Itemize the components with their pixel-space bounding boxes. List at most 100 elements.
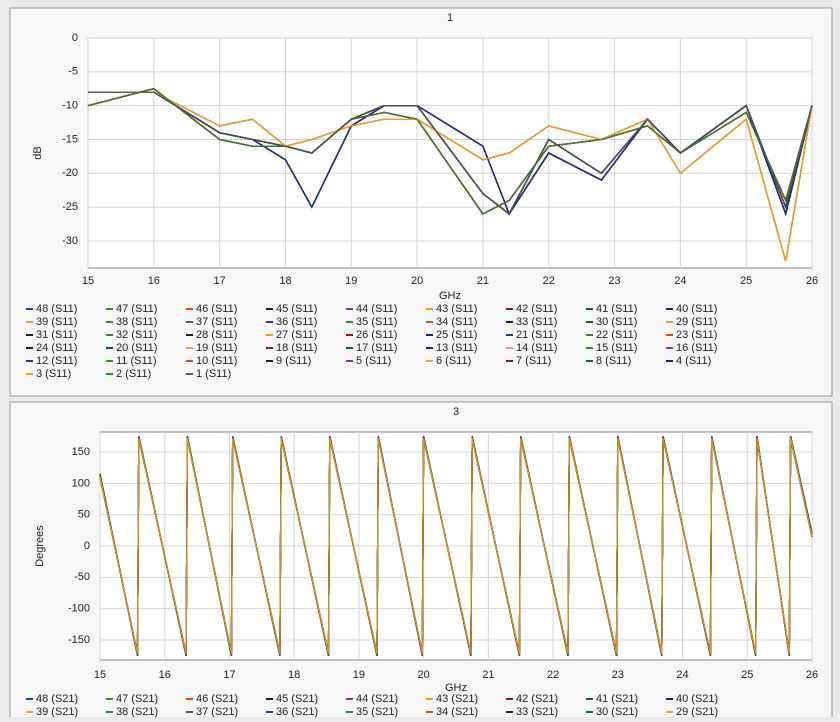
legend-label: 8 (S11) (596, 355, 631, 367)
y-tick-label: -10 (62, 100, 78, 112)
legend-label: 24 (S11) (36, 342, 77, 354)
legend-label: 38 (S11) (116, 316, 157, 328)
legend-label: 36 (S21) (276, 706, 318, 717)
legend-label: 29 (S11) (676, 316, 717, 328)
y-tick-label: -30 (62, 235, 78, 247)
legend-label: 39 (S11) (36, 316, 77, 328)
legend-label: 7 (S11) (516, 355, 551, 367)
legend-label: 15 (S11) (596, 342, 637, 354)
y-axis-label: dB (32, 146, 44, 159)
legend-label: 42 (S11) (516, 303, 557, 315)
legend-label: 2 (S11) (116, 368, 151, 380)
y-tick-label: 150 (72, 446, 90, 458)
legend-label: 31 (S11) (36, 329, 77, 341)
y-tick-label: 100 (72, 477, 90, 489)
legend-label: 16 (S11) (676, 342, 717, 354)
legend-label: 21 (S11) (516, 329, 557, 341)
legend-label: 26 (S11) (356, 329, 397, 341)
legend-label: 48 (S11) (36, 303, 77, 315)
x-tick-label: 19 (353, 669, 365, 681)
plot-area (88, 38, 812, 268)
x-tick-label: 24 (674, 275, 686, 287)
x-tick-label: 15 (94, 669, 106, 681)
x-tick-label: 22 (547, 669, 559, 681)
x-tick-label: 17 (214, 275, 226, 287)
y-tick-label: -15 (62, 133, 78, 145)
legend-label: 38 (S21) (116, 706, 158, 717)
legend-label: 42 (S21) (516, 693, 558, 705)
chart-title: 3 (453, 406, 459, 418)
legend-label: 5 (S11) (356, 355, 391, 367)
legend-label: 41 (S21) (596, 693, 638, 705)
legend-label: 45 (S11) (276, 303, 317, 315)
x-tick-label: 16 (159, 669, 171, 681)
y-tick-label: -25 (62, 201, 78, 213)
legend-label: 46 (S11) (196, 303, 237, 315)
y-tick-label: 0 (72, 32, 78, 44)
x-tick-label: 25 (740, 275, 752, 287)
x-tick-label: 21 (482, 669, 494, 681)
legend-label: 44 (S11) (356, 303, 397, 315)
legend-label: 23 (S11) (676, 329, 717, 341)
x-tick-label: 25 (741, 669, 753, 681)
legend-label: 44 (S21) (356, 693, 398, 705)
legend-label: 34 (S11) (436, 316, 477, 328)
x-tick-label: 17 (223, 669, 235, 681)
x-tick-label: 18 (288, 669, 300, 681)
legend-label: 35 (S11) (356, 316, 397, 328)
legend-label: 36 (S11) (276, 316, 317, 328)
y-tick-label: 0 (84, 540, 90, 552)
legend-label: 40 (S21) (676, 693, 718, 705)
y-axis-label: Degrees (34, 525, 46, 567)
legend-label: 40 (S11) (676, 303, 717, 315)
legend-label: 34 (S21) (436, 706, 478, 717)
y-tick-label: 50 (78, 509, 90, 521)
x-tick-label: 26 (806, 669, 818, 681)
legend-label: 29 (S21) (676, 706, 718, 717)
legend-label: 9 (S11) (276, 355, 311, 367)
legend-label: 1 (S11) (196, 368, 231, 380)
legend-label: 6 (S11) (436, 355, 471, 367)
legend-label: 32 (S11) (116, 329, 157, 341)
screen: 1 0 -5 -10 -15 -20 -25 -30 15 16 17 18 19 20 21 22 23 24 2… (0, 0, 840, 717)
legend-label: 30 (S11) (596, 316, 637, 328)
y-tick-label: -150 (68, 634, 90, 646)
legend-label: 18 (S11) (276, 342, 317, 354)
x-tick-label: 23 (608, 275, 620, 287)
y-tick-label: -5 (68, 66, 78, 78)
legend-label: 33 (S11) (516, 316, 557, 328)
legend-label: 46 (S21) (196, 693, 238, 705)
x-tick-label: 22 (543, 275, 555, 287)
x-tick-label: 26 (806, 275, 818, 287)
x-tick-label: 15 (82, 275, 94, 287)
legend-label: 28 (S11) (196, 329, 237, 341)
legend-label: 43 (S21) (436, 693, 478, 705)
y-tick-label: -100 (68, 603, 90, 615)
x-tick-label: 23 (612, 669, 624, 681)
x-tick-label: 20 (411, 275, 423, 287)
legend-label: 4 (S11) (676, 355, 711, 367)
legend-label: 33 (S21) (516, 706, 558, 717)
x-tick-label: 18 (279, 275, 291, 287)
legend-label: 37 (S11) (196, 316, 237, 328)
x-tick-label: 20 (418, 669, 430, 681)
legend-label: 37 (S21) (196, 706, 238, 717)
legend-label: 22 (S11) (596, 329, 637, 341)
legend-label: 39 (S21) (36, 706, 78, 717)
legend-label: 10 (S11) (196, 355, 237, 367)
legend-label: 47 (S21) (116, 693, 158, 705)
legend-label: 30 (S21) (596, 706, 638, 717)
legend-label: 3 (S11) (36, 368, 71, 380)
x-tick-label: 21 (477, 275, 489, 287)
legend-label: 48 (S21) (36, 693, 78, 705)
y-tick-label: -20 (62, 167, 78, 179)
legend-label: 27 (S11) (276, 329, 317, 341)
legend-label: 20 (S11) (116, 342, 157, 354)
legend-label: 17 (S11) (356, 342, 397, 354)
x-axis-label: GHz (439, 290, 461, 302)
legend-label: 13 (S11) (436, 342, 477, 354)
chart-title: 1 (447, 12, 453, 24)
x-tick-label: 16 (148, 275, 160, 287)
legend-label: 35 (S21) (356, 706, 398, 717)
legend-label: 14 (S11) (516, 342, 557, 354)
